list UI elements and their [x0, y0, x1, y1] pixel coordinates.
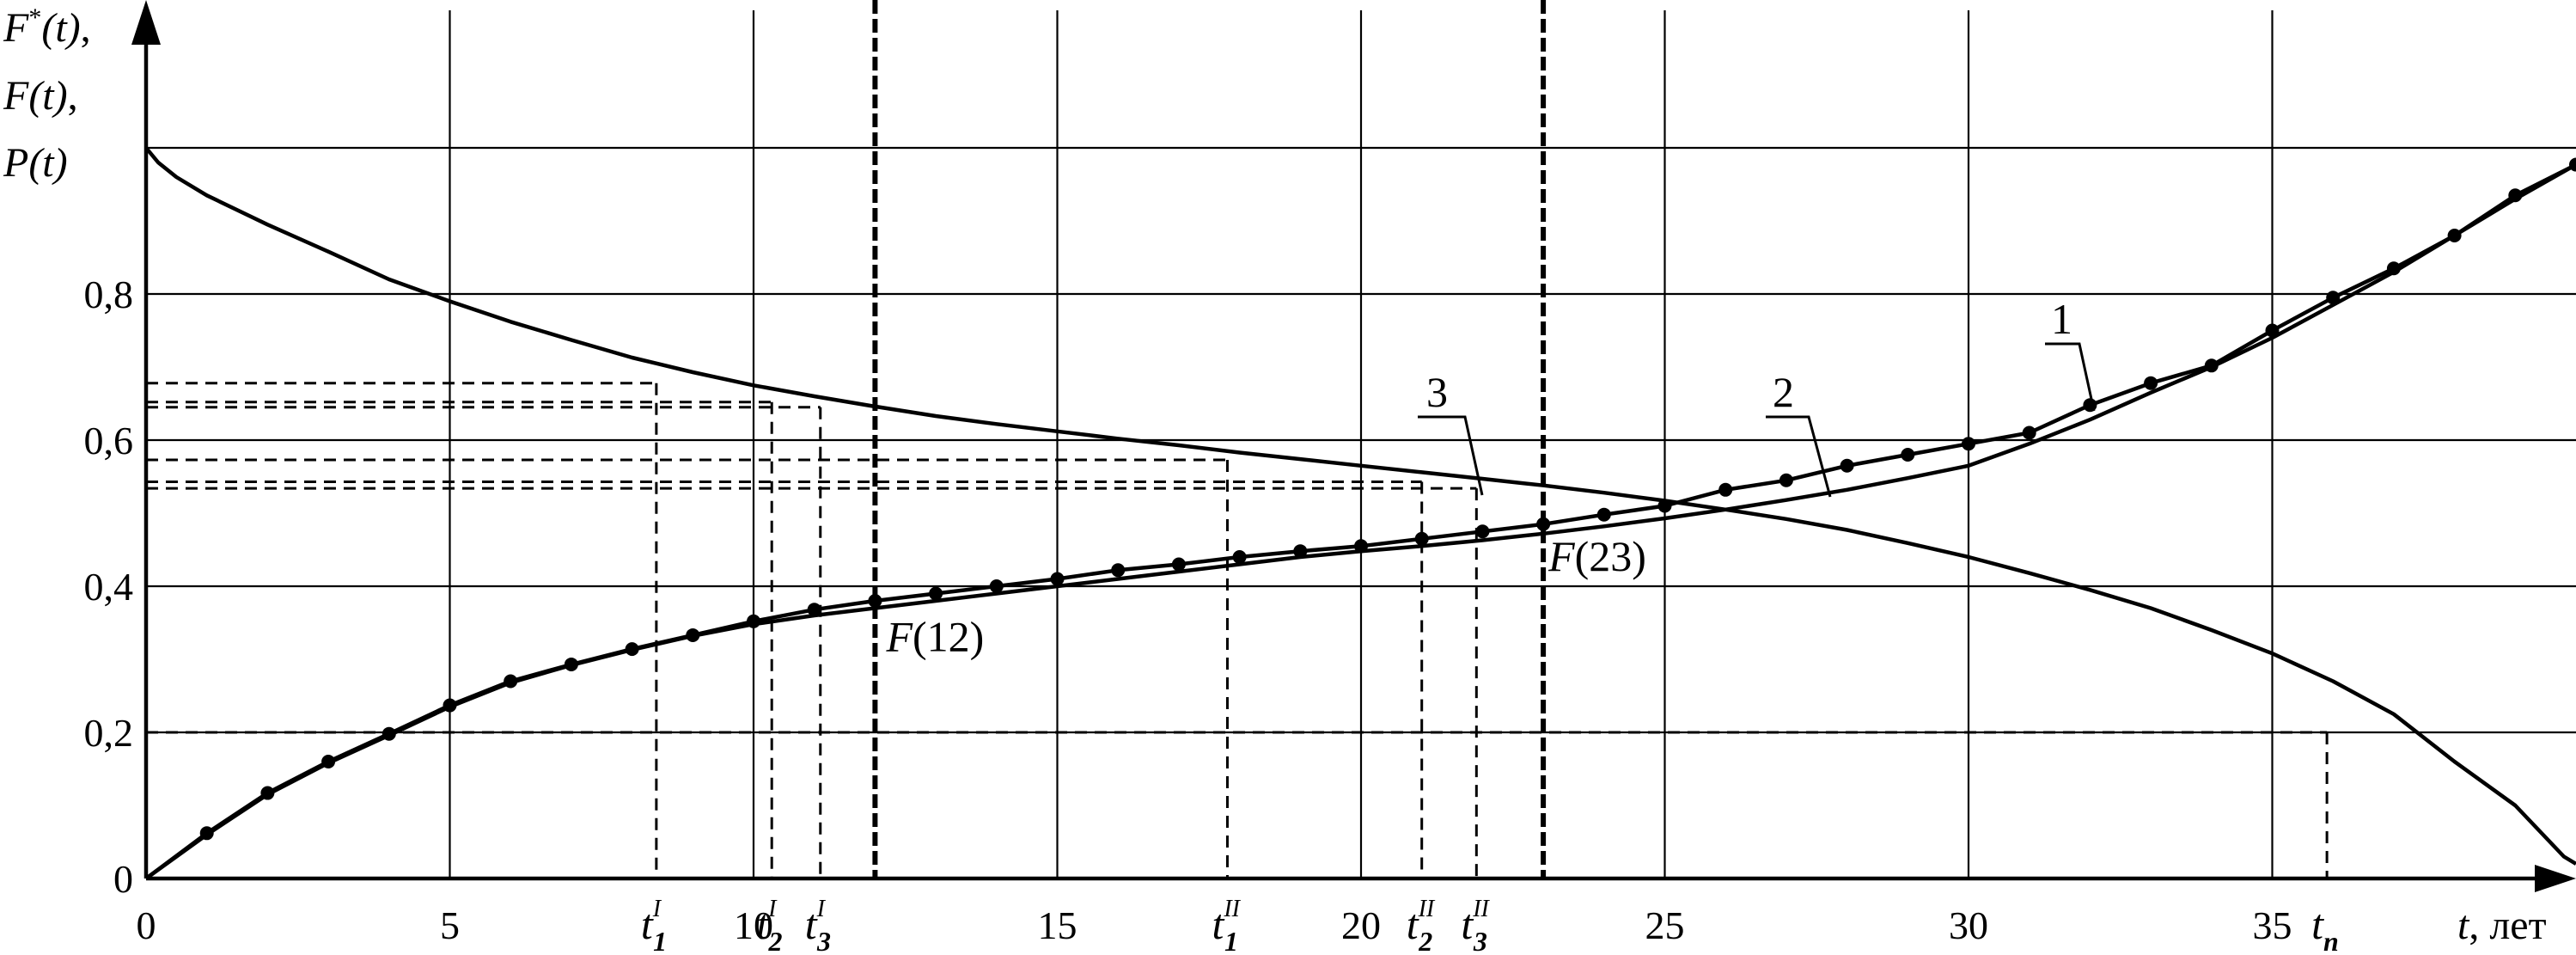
series-point — [1050, 572, 1065, 586]
series-point — [868, 594, 882, 608]
y-axis-arrow — [131, 0, 161, 45]
y-tick-label: 0,6 — [84, 419, 134, 462]
x-tick-label: 25 — [1645, 903, 1685, 947]
series-point — [1111, 563, 1126, 578]
x-tick-label: 15 — [1038, 903, 1077, 947]
y-tick-label: 0,4 — [84, 565, 134, 609]
x-axis-arrow — [2535, 865, 2576, 892]
series-point — [1171, 557, 1186, 572]
series-point — [1840, 458, 1854, 473]
grid — [146, 10, 2576, 878]
y-tick-label: 0,8 — [84, 272, 134, 316]
series-label-2-leader — [1766, 415, 1832, 498]
series-point — [2144, 376, 2158, 390]
y-axis-title: P(t) — [3, 140, 68, 186]
series-point — [1596, 507, 1611, 522]
series-point — [807, 603, 821, 617]
point-annotation: F(12) — [885, 613, 984, 661]
x-tick-label: 0 — [137, 903, 156, 947]
guide-t-label: tII 2 — [1407, 896, 1436, 955]
series-point — [989, 579, 1004, 593]
guide-t-label: tII 1 — [1212, 896, 1241, 955]
series-label-3-leader — [1418, 415, 1484, 496]
point-annotation: F(23) — [1547, 532, 1646, 580]
y-tick-label: 0,2 — [84, 711, 134, 755]
guide-t-label: tn — [2311, 900, 2339, 955]
axes — [131, 0, 2576, 892]
guide-t-label: tI 2 — [756, 896, 782, 955]
y-tick-label: 0 — [113, 857, 133, 901]
x-tick-label: 35 — [2253, 903, 2292, 947]
x-tick-label: 20 — [1341, 903, 1381, 947]
series-line-3 — [144, 146, 2576, 866]
x-tick-label: 10 — [734, 903, 773, 947]
guide-t-label: tI 1 — [641, 896, 667, 955]
series-point — [1962, 437, 1975, 451]
x-tick-label: 30 — [1949, 903, 1988, 947]
series-point — [1293, 544, 1308, 559]
x-axis-title: t, лет — [2457, 903, 2547, 948]
series-point — [1536, 517, 1551, 531]
guide-t-label: tI 3 — [805, 896, 831, 955]
dashed-guides — [146, 382, 2329, 878]
chart-labels: 0 5 10 15 20 25 30 35 0 0,2 0,4 0,6 0,8 F*(t), F(t), P(… — [3, 3, 2547, 955]
series-label-2: 2 — [1773, 368, 1794, 416]
reference-lines — [872, 0, 1547, 878]
series-label-1: 1 — [2051, 295, 2072, 343]
guide-t-label: tII 3 — [1461, 896, 1490, 955]
series-curves — [144, 146, 2576, 880]
y-axis-title: F(t), — [3, 73, 78, 119]
y-axis-title: F*(t), — [3, 3, 91, 51]
series-point — [1232, 550, 1247, 564]
series-label-1-leader — [2045, 342, 2096, 412]
x-tick-label: 5 — [440, 903, 460, 947]
series-point — [1414, 531, 1429, 546]
series-point — [1901, 448, 1915, 462]
series-point — [1718, 482, 1733, 497]
series-point — [1779, 473, 1793, 487]
series-label-3: 3 — [1426, 368, 1448, 416]
series-point — [929, 586, 943, 601]
series-point — [2022, 425, 2036, 440]
series-line-2 — [144, 162, 2576, 880]
series-point — [1475, 524, 1490, 539]
